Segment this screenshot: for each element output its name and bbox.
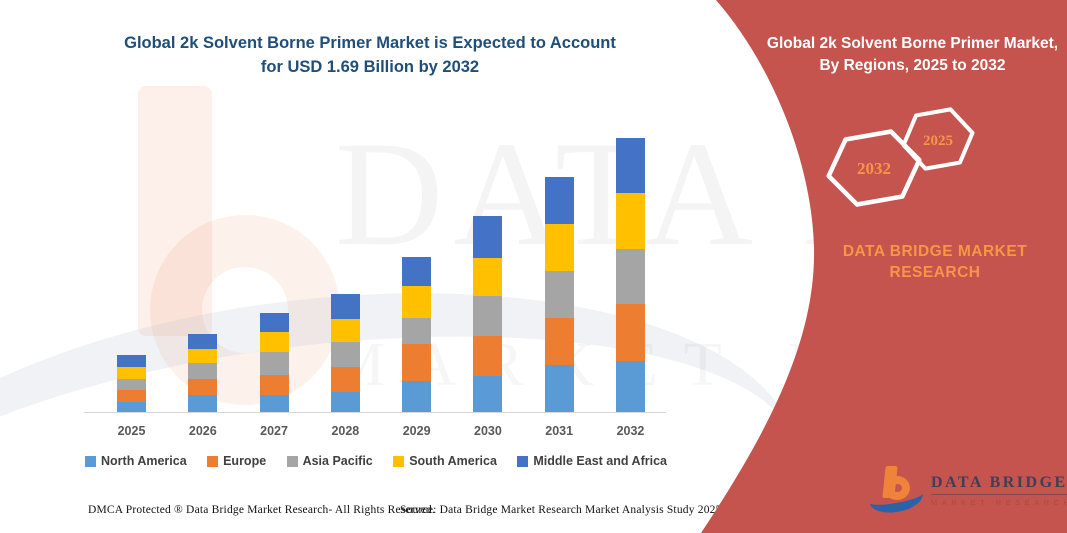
x-tick-2030: 2030 — [474, 424, 502, 438]
bar-2031-europe-segment — [544, 318, 574, 365]
x-tick-2028: 2028 — [331, 424, 360, 438]
x-tick-2031: 2031 — [545, 424, 574, 438]
x-axis-line — [84, 412, 666, 413]
bar-2031-middle-east-and-africa-segment — [544, 177, 574, 224]
legend-label: North America — [101, 454, 187, 468]
bar-2030-middle-east-and-africa-segment — [473, 216, 503, 259]
x-tick-2025: 2025 — [117, 424, 146, 438]
chart-legend: North America Europe Asia Pacific South Ame… — [85, 454, 667, 468]
bar-2027 — [259, 313, 289, 413]
chart-title: Global 2k Solvent Borne Primer Market is… — [85, 32, 655, 80]
bar-2030 — [473, 216, 503, 413]
bar-2028-north-america-segment — [330, 392, 360, 413]
bar-2030-north-america-segment — [473, 376, 503, 413]
bar-2030-europe-segment — [473, 336, 503, 377]
footer-source-text: Source: Data Bridge Market Research Mark… — [400, 504, 722, 516]
bar-2029-middle-east-and-africa-segment — [402, 256, 432, 286]
legend-item-europe: Europe — [207, 454, 266, 468]
legend-label: Europe — [223, 454, 267, 468]
logo-company-subtitle: MARKET RESEARCH — [931, 497, 1067, 507]
bar-2026-middle-east-and-africa-segment — [188, 334, 218, 350]
sidebar-brand-caption-line1: DATA BRIDGE MARKET — [842, 243, 1028, 260]
bar-2029-europe-segment — [402, 344, 432, 381]
logo-text-block: DATA BRIDGE MARKET RESEARCH — [931, 474, 1067, 507]
bar-2029-asia-pacific-segment — [402, 318, 432, 345]
legend-swatch-icon — [85, 455, 96, 467]
bar-2026-europe-segment — [188, 379, 218, 395]
bar-2028-south-america-segment — [330, 318, 360, 342]
legend-swatch-icon — [517, 455, 529, 467]
x-tick-2026: 2026 — [188, 424, 217, 438]
legend-item-south-america: South America — [393, 454, 497, 468]
bar-2027-middle-east-and-africa-segment — [259, 313, 289, 333]
legend-swatch-icon — [393, 455, 405, 467]
bar-2032-europe-segment — [615, 303, 645, 361]
bar-2028-middle-east-and-africa-segment — [330, 293, 360, 319]
logo-company-name: DATA BRIDGE — [931, 474, 1067, 495]
chart-title-line2: for USD 1.69 Billion by 2032 — [260, 57, 480, 76]
legend-item-middle-east-and-africa: Middle East and Africa — [517, 454, 667, 468]
legend-label: Asia Pacific — [302, 454, 373, 468]
bar-2031 — [544, 177, 574, 413]
sidebar-brand-caption: DATA BRIDGE MARKET RESEARCH — [810, 242, 1060, 284]
bar-2032-asia-pacific-segment — [615, 248, 645, 304]
hexagon-2025-outline — [901, 107, 975, 171]
bar-2025-south-america-segment — [117, 366, 146, 379]
bar-2026-north-america-segment — [188, 394, 218, 413]
x-tick-2029: 2029 — [402, 424, 431, 438]
bar-2031-north-america-segment — [544, 365, 574, 413]
bar-2030-south-america-segment — [473, 258, 503, 297]
bar-2032-south-america-segment — [615, 192, 645, 249]
hexagon-2025-label: 2025 — [923, 133, 953, 149]
bar-2032-north-america-segment — [615, 360, 645, 413]
hexagon-year-badges: 2032 2025 — [826, 107, 975, 207]
bar-2028-europe-segment — [330, 366, 360, 392]
company-logo: DATA BRIDGE MARKET RESEARCH — [866, 464, 1067, 517]
bar-2028 — [330, 293, 360, 413]
sidebar-title: Global 2k Solvent Borne Primer Market, B… — [766, 35, 1059, 74]
bar-chart-plot-area — [85, 137, 665, 413]
x-tick-2032: 2032 — [616, 424, 645, 438]
logo-b-bowl-shape — [884, 476, 910, 500]
bar-2025-north-america-segment — [117, 401, 146, 413]
legend-swatch-icon — [207, 455, 219, 467]
sidebar-brand-caption-line2: RESEARCH — [889, 263, 981, 281]
bar-2032-middle-east-and-africa-segment — [615, 137, 645, 193]
chart-title-line1: Global 2k Solvent Borne Primer Market is… — [124, 34, 616, 52]
data-bridge-logo-icon — [866, 464, 926, 517]
sidebar-red-wedge — [701, 0, 1067, 533]
hexagon-2032-label: 2032 — [857, 159, 891, 178]
bar-2026-south-america-segment — [188, 349, 218, 364]
legend-item-north-america: North America — [85, 454, 187, 468]
bar-2029-south-america-segment — [402, 285, 432, 319]
bar-2026-asia-pacific-segment — [188, 363, 218, 380]
bar-2025-middle-east-and-africa-segment — [117, 354, 146, 367]
bar-2030-asia-pacific-segment — [473, 296, 503, 337]
bar-2025 — [117, 354, 146, 413]
bar-2027-south-america-segment — [259, 332, 289, 353]
bar-2027-asia-pacific-segment — [259, 352, 289, 375]
bar-2027-north-america-segment — [259, 394, 289, 413]
footer-copyright-text: DMCA Protected ® Data Bridge Market Rese… — [88, 504, 436, 516]
legend-item-asia-pacific: Asia Pacific — [286, 454, 373, 468]
bar-2027-europe-segment — [259, 374, 289, 395]
bar-2025-asia-pacific-segment — [117, 378, 146, 390]
legend-label: South America — [409, 454, 497, 468]
bar-2031-south-america-segment — [544, 224, 574, 271]
legend-label: Middle East and Africa — [533, 454, 667, 468]
bar-2028-asia-pacific-segment — [330, 341, 360, 367]
bar-2026 — [188, 334, 218, 413]
bar-2032 — [615, 137, 645, 413]
bar-2025-europe-segment — [117, 389, 146, 402]
x-tick-2027: 2027 — [260, 424, 288, 438]
bar-2031-asia-pacific-segment — [544, 271, 574, 318]
x-axis-tick-labels: 2025 2026 2027 2028 2029 2030 2031 2032 — [85, 424, 665, 438]
legend-swatch-icon — [286, 455, 298, 467]
bar-2029-north-america-segment — [402, 380, 432, 413]
bar-2029 — [402, 256, 432, 413]
